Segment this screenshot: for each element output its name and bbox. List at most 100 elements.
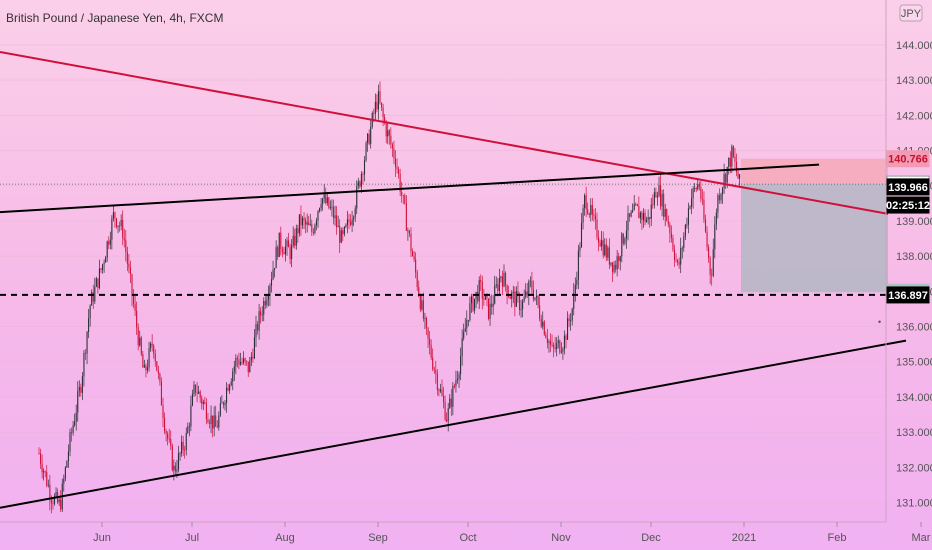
candle-body (686, 224, 688, 226)
candle-body (342, 230, 344, 235)
candle-body (305, 220, 307, 225)
candle-body (419, 295, 421, 310)
candle-body (367, 133, 369, 144)
candle-body (602, 240, 604, 256)
candle-body (680, 248, 682, 265)
candle-body (212, 415, 214, 429)
candle-body (388, 130, 390, 136)
candle-body (229, 385, 231, 391)
candle-body (77, 390, 79, 413)
candle-body (418, 287, 420, 296)
trendlines[interactable] (0, 50, 907, 509)
candle-body (412, 251, 414, 257)
candle-body (356, 186, 358, 209)
candle-body (381, 102, 383, 108)
candle-body (339, 225, 341, 243)
candle-body (660, 185, 662, 207)
candle-body (159, 373, 161, 382)
candle-body (322, 198, 324, 205)
candle-body (615, 264, 617, 270)
time-axis[interactable]: Jun Jul Aug Sep Oct Nov Dec 2021 Feb Mar (93, 522, 931, 544)
candle-body (629, 213, 631, 217)
candle-body (549, 341, 552, 345)
candle-body (98, 268, 100, 288)
candle-body (664, 209, 666, 217)
candle-body (332, 206, 335, 219)
candle-body (46, 471, 48, 486)
candle-body (47, 484, 49, 486)
candle-body (460, 356, 462, 375)
candle-body (308, 222, 310, 225)
price-axis[interactable]: 131.000 132.000 133.000 134.000 135.000 136.0… (896, 40, 932, 510)
candle-body (323, 194, 325, 199)
candle-body (543, 321, 545, 335)
candle-body (210, 415, 212, 424)
candle-body (506, 285, 508, 296)
trendline-upper (0, 163, 820, 214)
candle-body (656, 196, 658, 198)
candle-body (137, 327, 139, 346)
x-tick-label: 2021 (732, 532, 756, 544)
candle-body (185, 432, 187, 450)
candle-body (86, 331, 88, 354)
candle-body (119, 225, 121, 227)
candle-body (312, 231, 314, 233)
candle-body (142, 354, 144, 368)
candle-body (71, 432, 73, 433)
candle-body (390, 135, 392, 145)
candle-body (363, 160, 366, 175)
candle-body (425, 317, 428, 328)
candle-body (368, 133, 370, 145)
candle-body (221, 402, 223, 404)
candle-body (272, 269, 274, 280)
candle-body (253, 337, 255, 359)
candle-body (398, 169, 400, 174)
candle-body (53, 496, 56, 504)
candle-body (625, 230, 627, 239)
candle-body (498, 278, 500, 291)
candle-body (399, 173, 401, 192)
candle-body (517, 291, 519, 295)
candle-body (554, 346, 556, 349)
candle-body (239, 362, 242, 365)
candle-body (446, 419, 448, 422)
candle-body (325, 194, 327, 204)
candle-body (435, 370, 437, 374)
candle-body (711, 274, 713, 276)
candle-body (548, 341, 550, 343)
candle-body (636, 204, 638, 207)
candle-body (505, 272, 507, 286)
candle-body (580, 222, 583, 248)
candle-body (126, 251, 128, 264)
candle-body (196, 392, 198, 394)
candle-body (470, 296, 472, 304)
candle-body (593, 214, 595, 216)
candle-body (269, 285, 271, 296)
candle-body (694, 187, 696, 189)
candle-body (611, 262, 614, 272)
candle-body (91, 292, 93, 306)
candle-body (720, 194, 722, 201)
candle-body (249, 360, 251, 373)
position-tool[interactable] (0, 158, 888, 293)
candle-body (360, 174, 362, 187)
candle-body (529, 280, 531, 282)
y-tick-label: 134.000 (896, 392, 932, 404)
candle-body (649, 217, 651, 219)
candle-body (165, 431, 167, 434)
candle-body (171, 445, 173, 471)
candle-body (604, 244, 606, 256)
candle-body (195, 384, 197, 393)
candle-body (320, 204, 322, 209)
candle-body (219, 403, 221, 416)
candle-body (72, 425, 74, 433)
candle-body (75, 412, 77, 422)
candle-body (350, 222, 352, 225)
candle-body (692, 188, 694, 199)
candle-body (669, 224, 671, 234)
candle-body (177, 453, 180, 470)
candle-body (518, 294, 521, 311)
candle-body (134, 304, 136, 311)
candle-body (257, 324, 259, 331)
currency-badge[interactable]: JPY (899, 4, 923, 22)
